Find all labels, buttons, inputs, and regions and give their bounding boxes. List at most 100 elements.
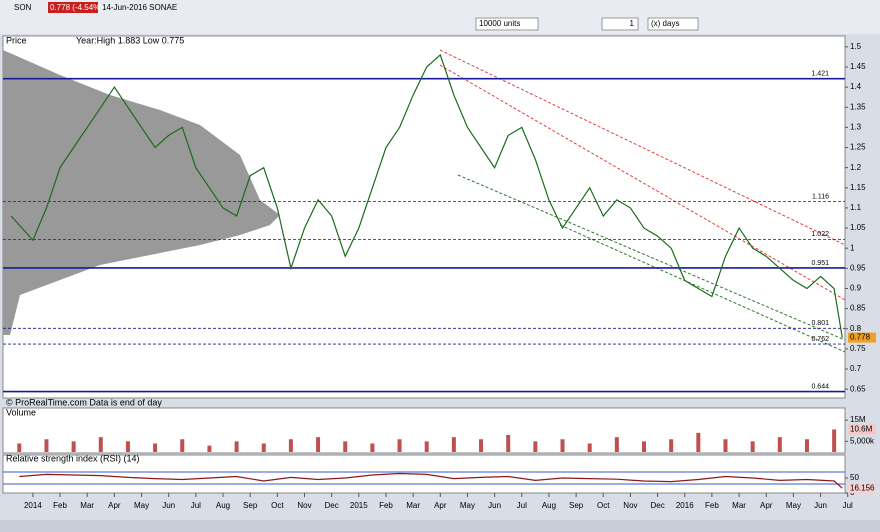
x-tick-label: Jul bbox=[843, 501, 853, 510]
volume-bar bbox=[44, 439, 49, 452]
x-tick-label: Sep bbox=[243, 501, 258, 510]
x-tick-label: 2014 bbox=[24, 501, 42, 510]
level-label: 0.762 bbox=[811, 336, 829, 343]
volume-bar bbox=[669, 439, 674, 452]
volume-bar bbox=[234, 441, 239, 452]
y-tick-label: 0.7 bbox=[850, 364, 862, 373]
scrollbar[interactable] bbox=[0, 520, 880, 532]
volume-bar bbox=[424, 441, 429, 452]
y-tick-label: 1.2 bbox=[850, 163, 862, 172]
count: 1 bbox=[630, 19, 635, 28]
x-tick-label: Feb bbox=[379, 501, 393, 510]
x-tick-label: May bbox=[134, 501, 149, 510]
x-tick-label: Sep bbox=[569, 501, 584, 510]
x-tick-label: Jun bbox=[488, 501, 501, 510]
y-tick-label: 1.25 bbox=[850, 143, 866, 152]
volume-bar bbox=[207, 445, 212, 452]
volume-bar bbox=[71, 441, 76, 452]
x-tick-label: Jun bbox=[814, 501, 827, 510]
y-tick-label: 50 bbox=[850, 473, 859, 482]
period: (x) days bbox=[651, 19, 679, 28]
volume-bar bbox=[506, 435, 511, 452]
y-tick-label: 0.9 bbox=[850, 284, 862, 293]
y-tick-label: 0.8 bbox=[850, 324, 862, 333]
current-tag bbox=[848, 483, 876, 494]
x-tick-label: Apr bbox=[108, 501, 121, 510]
y-tick-label: 1.5 bbox=[850, 42, 862, 51]
x-tick-label: Mar bbox=[732, 501, 746, 510]
x-tick-label: 2016 bbox=[676, 501, 694, 510]
copyright: © ProRealTime.com Data is end of day bbox=[6, 397, 162, 407]
x-tick-label: Aug bbox=[542, 501, 556, 510]
x-tick-label: Apr bbox=[760, 501, 773, 510]
panel-title: Volume bbox=[6, 407, 36, 417]
quote-box bbox=[48, 2, 98, 13]
volume-bar bbox=[587, 443, 592, 452]
volume-bar bbox=[261, 443, 266, 452]
volume-panel bbox=[2, 407, 846, 454]
x-tick-label: Aug bbox=[216, 501, 230, 510]
y-tick-label: 1.05 bbox=[850, 223, 866, 232]
date-name: 14-Jun-2016 SONAE bbox=[102, 3, 177, 12]
y-tick-label: 0.85 bbox=[850, 304, 866, 313]
y-tick-label: 1 bbox=[850, 243, 855, 252]
x-tick-label: Feb bbox=[53, 501, 67, 510]
x-tick-label: Dec bbox=[325, 501, 339, 510]
level-label: 1.116 bbox=[812, 193, 829, 200]
volume-profile bbox=[3, 50, 280, 335]
x-tick-label: Oct bbox=[271, 501, 284, 510]
units-box[interactable] bbox=[475, 17, 539, 31]
volume-bar bbox=[832, 429, 837, 452]
volume-bar bbox=[750, 441, 755, 452]
y-tick-label: 1.3 bbox=[850, 123, 862, 132]
y-tick-label: 1.1 bbox=[850, 203, 862, 212]
volume-bar bbox=[180, 439, 185, 452]
volume-bar bbox=[17, 443, 22, 452]
series-line bbox=[10, 53, 843, 338]
x-tick-label: Mar bbox=[80, 501, 94, 510]
trend-line bbox=[439, 64, 846, 301]
y-tick-label: 15M bbox=[850, 415, 866, 424]
quote: 0.778 (-4.54%) bbox=[50, 3, 103, 12]
panel-info: Year:High 1.883 Low 0.775 bbox=[76, 35, 184, 45]
x-tick-label: Nov bbox=[297, 501, 311, 510]
volume-bar bbox=[804, 439, 809, 452]
symbol: SON bbox=[14, 3, 32, 12]
x-tick-label: May bbox=[460, 501, 475, 510]
x-tick-label: Feb bbox=[705, 501, 719, 510]
level-label: 0.801 bbox=[811, 320, 829, 327]
panel-title: Relative strength index (RSI) (14) bbox=[6, 453, 140, 463]
volume-bar bbox=[288, 439, 293, 452]
volume-bar bbox=[451, 437, 456, 452]
volume-bar bbox=[642, 441, 647, 452]
y-tick-label: 1.35 bbox=[850, 102, 866, 111]
x-tick-label: Oct bbox=[597, 501, 610, 510]
current-label: 0.778 bbox=[850, 333, 871, 342]
volume-bar bbox=[125, 441, 130, 452]
panel-title: Price bbox=[6, 35, 27, 45]
volume-bar bbox=[696, 432, 701, 452]
last-label: 10.6M bbox=[850, 425, 873, 434]
last-tag bbox=[848, 424, 876, 435]
y-tick-label: 0.95 bbox=[850, 263, 866, 272]
volume-bar bbox=[777, 437, 782, 452]
units: 10000 units bbox=[479, 19, 520, 28]
volume-bar bbox=[98, 437, 103, 452]
toolbar bbox=[0, 0, 880, 34]
x-tick-label: Jul bbox=[517, 501, 527, 510]
level-label: 1.022 bbox=[811, 231, 829, 238]
volume-bar bbox=[479, 439, 484, 452]
x-tick-label: Dec bbox=[650, 501, 664, 510]
y-tick-label: 1.4 bbox=[850, 82, 862, 91]
current-label: 16.156 bbox=[850, 483, 875, 492]
x-tick-label: Jun bbox=[162, 501, 175, 510]
volume-bar bbox=[370, 443, 375, 452]
count-box[interactable] bbox=[601, 17, 639, 31]
level-label: 1.421 bbox=[811, 71, 829, 78]
y-tick-label: 0.75 bbox=[850, 344, 866, 353]
volume-bar bbox=[723, 439, 728, 452]
volume-bar bbox=[614, 437, 619, 452]
period-box[interactable] bbox=[647, 17, 699, 31]
y-tick-label: 5,000k bbox=[850, 436, 875, 445]
